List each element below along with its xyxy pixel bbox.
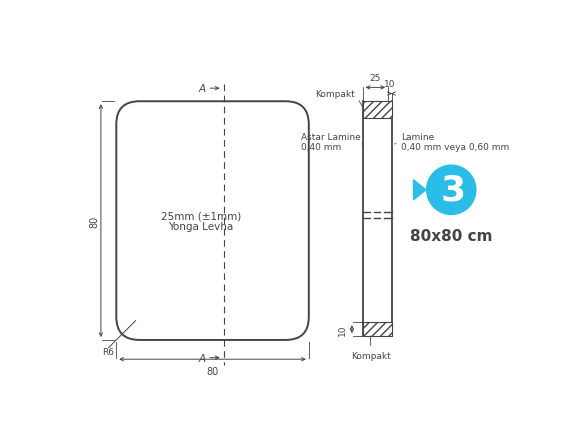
Text: Astar Lamine
0,40 mm: Astar Lamine 0,40 mm bbox=[301, 132, 362, 151]
Text: 25mm (±1mm): 25mm (±1mm) bbox=[161, 211, 241, 221]
Text: 3: 3 bbox=[441, 174, 466, 207]
Text: 10: 10 bbox=[385, 80, 396, 89]
Text: Kompakt: Kompakt bbox=[315, 90, 363, 108]
Text: R6: R6 bbox=[103, 347, 114, 356]
Text: Yonga Levha: Yonga Levha bbox=[168, 221, 234, 231]
Text: 80: 80 bbox=[90, 215, 100, 227]
FancyBboxPatch shape bbox=[117, 102, 309, 340]
Text: Lamine
0,40 mm veya 0,60 mm: Lamine 0,40 mm veya 0,60 mm bbox=[394, 132, 509, 151]
Text: 10: 10 bbox=[338, 324, 347, 335]
Bar bbox=[362, 322, 392, 336]
Text: 25: 25 bbox=[369, 74, 381, 83]
Bar bbox=[362, 102, 392, 119]
Text: 80x80 cm: 80x80 cm bbox=[410, 229, 492, 244]
Text: A: A bbox=[199, 84, 206, 94]
Text: Kompakt: Kompakt bbox=[351, 336, 391, 361]
Text: 80: 80 bbox=[206, 366, 219, 376]
Text: A: A bbox=[199, 353, 206, 363]
Polygon shape bbox=[414, 181, 426, 201]
Circle shape bbox=[427, 166, 476, 215]
